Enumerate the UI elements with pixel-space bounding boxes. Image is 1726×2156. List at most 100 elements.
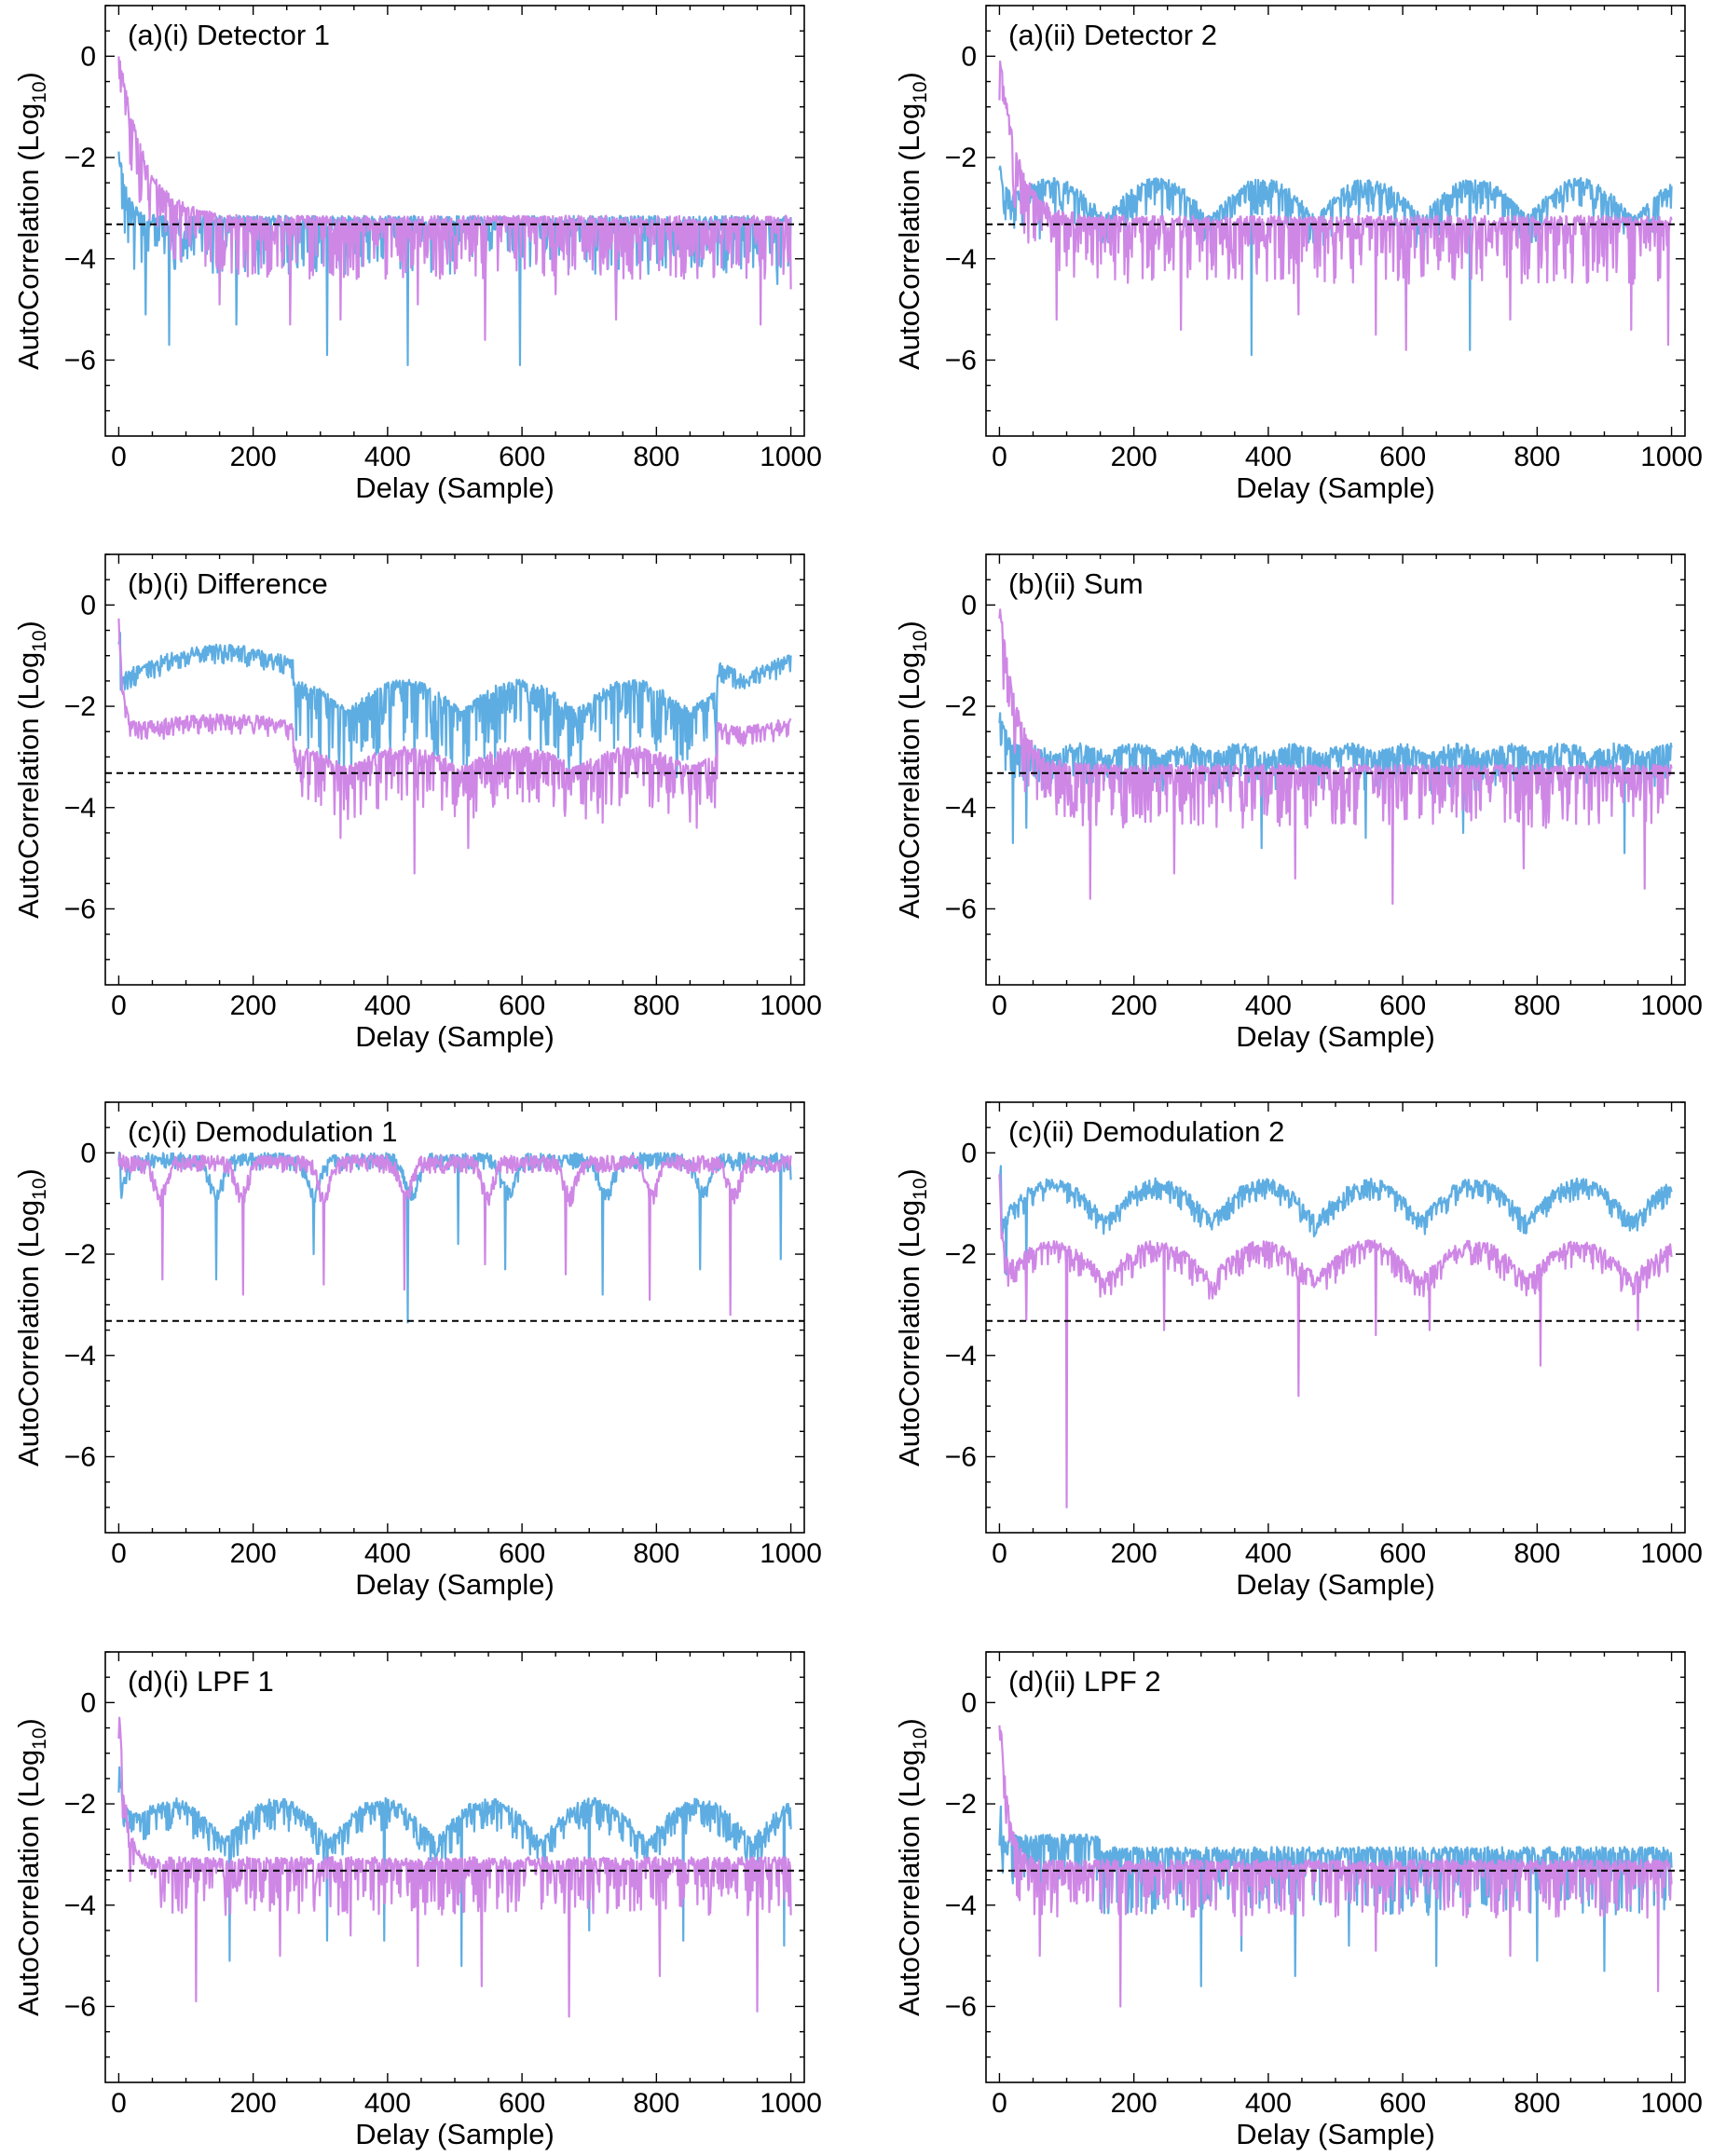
y-tick-label: −4: [64, 1890, 96, 1921]
y-tick-label: 0: [80, 41, 96, 72]
x-axis-label: Delay (Sample): [355, 471, 555, 504]
x-tick-label: 600: [1379, 2088, 1426, 2119]
series-line-2: [117, 56, 792, 341]
x-axis-label: Delay (Sample): [1236, 1020, 1435, 1053]
y-tick-label: 0: [80, 1687, 96, 1718]
panel-title: (d)(i) LPF 1: [128, 1665, 274, 1698]
x-axis-label: Delay (Sample): [355, 1020, 555, 1053]
x-tick-label: 600: [499, 442, 545, 472]
y-tick-label: −2: [945, 1239, 977, 1270]
x-tick-label: 400: [1245, 1538, 1292, 1569]
x-tick-label: 1000: [760, 990, 822, 1021]
y-tick-label: −2: [945, 143, 977, 173]
x-tick-label: 200: [1111, 1538, 1158, 1569]
y-tick-label: −4: [945, 793, 977, 824]
x-tick-label: 600: [1379, 990, 1426, 1021]
y-tick-label: −6: [64, 1441, 96, 1472]
y-tick-label: −4: [64, 244, 96, 275]
y-tick-label: −2: [945, 691, 977, 722]
series-line-1: [117, 631, 792, 784]
x-tick-label: 1000: [760, 1538, 822, 1569]
x-tick-label: 600: [499, 990, 545, 1021]
y-axis-label: AutoCorrelation (Log10): [893, 72, 931, 370]
y-tick-label: −6: [945, 345, 977, 375]
x-tick-label: 600: [499, 1538, 545, 1569]
x-tick-label: 1000: [1640, 990, 1703, 1021]
x-tick-label: 400: [364, 990, 411, 1021]
series-line-2: [117, 1152, 792, 1317]
x-tick-label: 0: [992, 990, 1007, 1021]
x-axis-label: Delay (Sample): [355, 1568, 555, 1601]
x-tick-label: 800: [1514, 2088, 1560, 2119]
panel-b-ii: 0 200 400 600 800 1000 0 −2 −4 −6 (b)(ii) Sum Delay…: [893, 553, 1703, 1053]
y-tick-label: 0: [80, 1138, 96, 1168]
x-tick-label: 600: [1379, 442, 1426, 472]
series-line-2: [998, 60, 1673, 351]
x-tick-label: 0: [111, 1538, 127, 1569]
x-tick-label: 200: [230, 2088, 277, 2119]
panel-title: (c)(ii) Demodulation 2: [1008, 1115, 1284, 1148]
x-tick-label: 0: [992, 442, 1007, 472]
y-tick-label: 0: [961, 1138, 977, 1168]
panel-a-i: 0 200 400 600 800 1000 0 −2 −4 −6 (a)(i) Detector …: [12, 5, 822, 504]
x-axis-label: Delay (Sample): [355, 2118, 555, 2150]
x-tick-label: 400: [364, 442, 411, 472]
x-tick-label: 0: [111, 2088, 127, 2119]
x-tick-label: 1000: [760, 442, 822, 472]
x-tick-label: 200: [1111, 442, 1158, 472]
y-axis-label: AutoCorrelation (Log10): [12, 1168, 50, 1467]
plot-frame: [985, 1101, 1686, 1534]
panel-d-ii: 0 200 400 600 800 1000 0 −2 −4 −6 (d)(ii) LPF 2 Del…: [893, 1651, 1703, 2150]
x-tick-label: 400: [1245, 442, 1292, 472]
y-tick-label: −4: [64, 793, 96, 824]
panel-title: (d)(ii) LPF 2: [1008, 1665, 1161, 1698]
panel-title: (b)(i) Difference: [128, 567, 328, 600]
x-tick-label: 0: [111, 990, 127, 1021]
series-line-2: [998, 1174, 1673, 1508]
y-tick-label: −2: [64, 691, 96, 722]
series-line-1: [117, 1151, 792, 1324]
x-tick-label: 200: [230, 990, 277, 1021]
x-tick-label: 1000: [1640, 442, 1703, 472]
panel-c-i: 0 200 400 600 800 1000 0 −2 −4 −6 (c)(i) Demodulat…: [12, 1101, 822, 1601]
y-axis-label: AutoCorrelation (Log10): [12, 1718, 50, 2016]
y-axis-label: AutoCorrelation (Log10): [893, 621, 931, 919]
panel-title: (b)(ii) Sum: [1008, 567, 1144, 600]
x-tick-label: 600: [499, 2088, 545, 2119]
y-tick-label: −4: [945, 1341, 977, 1371]
panel-d-i: 0 200 400 600 800 1000 0 −2 −4 −6 (d)(i) LPF 1 Dela…: [12, 1651, 822, 2150]
panel-c-ii: 0 200 400 600 800 1000 0 −2 −4 −6 (c)(ii) Demodula…: [893, 1101, 1703, 1601]
y-tick-label: −2: [64, 143, 96, 173]
x-tick-label: 1000: [1640, 2088, 1703, 2119]
x-tick-label: 200: [230, 442, 277, 472]
x-tick-label: 200: [1111, 2088, 1158, 2119]
series-line-2: [117, 618, 792, 875]
y-axis-label: AutoCorrelation (Log10): [12, 621, 50, 919]
x-tick-label: 400: [364, 2088, 411, 2119]
y-tick-label: −6: [64, 345, 96, 375]
series-line-2: [998, 608, 1673, 906]
series-line-2: [998, 1725, 1673, 2008]
panel-title: (a)(ii) Detector 2: [1008, 19, 1217, 51]
x-tick-label: 0: [992, 1538, 1007, 1569]
x-tick-label: 400: [364, 1538, 411, 1569]
x-axis-label: Delay (Sample): [1236, 1568, 1435, 1601]
x-tick-label: 600: [1379, 1538, 1426, 1569]
x-tick-label: 200: [1111, 990, 1158, 1021]
y-tick-label: 0: [961, 590, 977, 621]
x-tick-label: 800: [633, 442, 679, 472]
y-tick-label: −4: [945, 244, 977, 275]
y-axis-label: AutoCorrelation (Log10): [893, 1168, 931, 1467]
y-tick-label: −4: [945, 1890, 977, 1921]
y-tick-label: −2: [64, 1789, 96, 1820]
series-line-1: [998, 712, 1673, 854]
x-tick-label: 800: [1514, 442, 1560, 472]
x-tick-label: 800: [633, 2088, 679, 2119]
x-tick-label: 800: [1514, 990, 1560, 1021]
y-tick-label: −6: [64, 894, 96, 924]
x-tick-label: 200: [230, 1538, 277, 1569]
y-tick-label: −6: [64, 1991, 96, 2022]
x-tick-label: 800: [633, 1538, 679, 1569]
y-axis-label: AutoCorrelation (Log10): [12, 72, 50, 370]
